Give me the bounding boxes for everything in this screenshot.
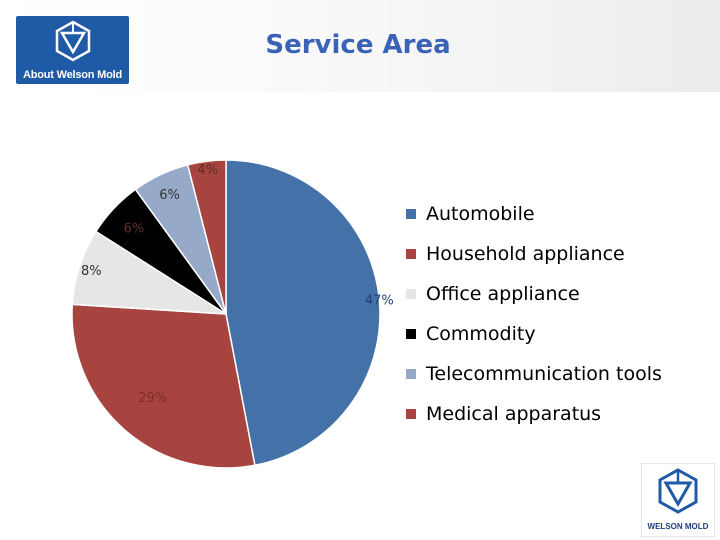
legend-item-commodity: Commodity — [406, 322, 536, 346]
legend-swatch — [406, 409, 416, 419]
legend-swatch — [406, 369, 416, 379]
legend-swatch — [406, 209, 416, 219]
footer-logo: WELSON MOLD — [641, 463, 715, 537]
legend-label: Household appliance — [426, 243, 625, 265]
logo-text: About Welson Mold — [22, 69, 123, 81]
data-label-household-appliance: 29% — [138, 391, 167, 406]
data-label-medical-apparatus: 4% — [197, 163, 218, 178]
data-label-office-appliance: 8% — [81, 264, 102, 279]
pie-slice-household-appliance — [71, 303, 256, 469]
legend-label: Medical apparatus — [426, 403, 602, 425]
cube-logo-icon — [658, 468, 698, 514]
legend-item-office-appliance: Office appliance — [406, 282, 580, 306]
pie-slice-medical-apparatus — [186, 159, 227, 315]
legend-swatch — [406, 289, 416, 299]
data-label-automobile: 47% — [365, 294, 394, 309]
legend-item-household-appliance: Household appliance — [406, 242, 625, 266]
data-label-commodity: 6% — [124, 222, 145, 237]
legend-item-medical-apparatus: Medical apparatus — [406, 402, 601, 426]
legend-label: Office appliance — [426, 283, 580, 305]
cube-logo-icon — [55, 20, 91, 62]
pie-data-labels: 47% 29% 8% 6% 6% 4% — [81, 163, 394, 406]
legend-label: Telecommunication tools — [426, 363, 662, 385]
company-logo[interactable]: About Welson Mold — [16, 16, 129, 84]
data-label-telecommunication-tools: 6% — [159, 188, 180, 203]
legend-label: Commodity — [426, 323, 536, 345]
legend-label: Automobile — [426, 203, 535, 225]
legend-swatch — [406, 249, 416, 259]
page-title: Service Area — [265, 30, 451, 60]
pie-slice-automobile — [225, 159, 381, 467]
legend-item-automobile: Automobile — [406, 202, 535, 226]
pie-slices — [71, 159, 381, 469]
footer-logo-text: WELSON MOLD — [647, 522, 709, 531]
legend-item-telecommunication-tools: Telecommunication tools — [406, 362, 662, 386]
legend-swatch — [406, 329, 416, 339]
